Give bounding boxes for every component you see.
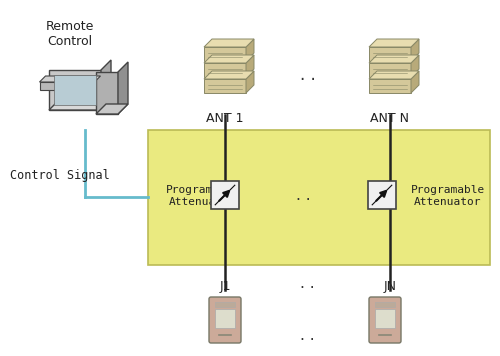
- Polygon shape: [96, 104, 128, 114]
- Polygon shape: [369, 55, 419, 63]
- Polygon shape: [369, 47, 411, 61]
- Polygon shape: [204, 55, 254, 63]
- Polygon shape: [49, 100, 111, 110]
- Polygon shape: [369, 63, 411, 77]
- Text: . .: . .: [300, 66, 316, 84]
- Polygon shape: [40, 76, 100, 82]
- Bar: [211, 181, 239, 209]
- Bar: [54, 75, 96, 105]
- Polygon shape: [204, 47, 246, 61]
- Polygon shape: [101, 60, 111, 110]
- Text: J1: J1: [219, 280, 231, 293]
- Text: . .: . .: [296, 188, 311, 203]
- Polygon shape: [411, 39, 419, 61]
- Polygon shape: [204, 71, 254, 79]
- Text: . .: . .: [300, 328, 315, 342]
- FancyBboxPatch shape: [209, 297, 241, 343]
- Polygon shape: [204, 63, 246, 77]
- Polygon shape: [204, 39, 254, 47]
- Bar: [368, 181, 396, 209]
- Bar: [375, 302, 395, 307]
- Text: Control Signal: Control Signal: [10, 168, 110, 182]
- Bar: [375, 309, 395, 328]
- Bar: [215, 309, 235, 328]
- Text: ANT N: ANT N: [370, 112, 410, 125]
- Text: ANT 1: ANT 1: [206, 112, 244, 125]
- Polygon shape: [411, 55, 419, 77]
- Polygon shape: [246, 71, 254, 93]
- Polygon shape: [411, 71, 419, 93]
- Polygon shape: [118, 62, 128, 114]
- Polygon shape: [96, 72, 118, 114]
- Polygon shape: [204, 79, 246, 93]
- Text: JN: JN: [384, 280, 396, 293]
- Polygon shape: [246, 39, 254, 61]
- Polygon shape: [369, 79, 411, 93]
- Text: Programable
Attenuator: Programable Attenuator: [411, 185, 485, 206]
- Polygon shape: [369, 39, 419, 47]
- Text: Programable
Attenuator: Programable Attenuator: [166, 185, 240, 206]
- FancyBboxPatch shape: [369, 297, 401, 343]
- Text: . .: . .: [300, 276, 315, 290]
- Bar: [148, 130, 490, 265]
- Bar: [215, 302, 235, 307]
- Polygon shape: [40, 82, 94, 90]
- Polygon shape: [49, 70, 101, 110]
- Polygon shape: [246, 55, 254, 77]
- Polygon shape: [369, 71, 419, 79]
- Text: Remote
Control: Remote Control: [46, 20, 94, 48]
